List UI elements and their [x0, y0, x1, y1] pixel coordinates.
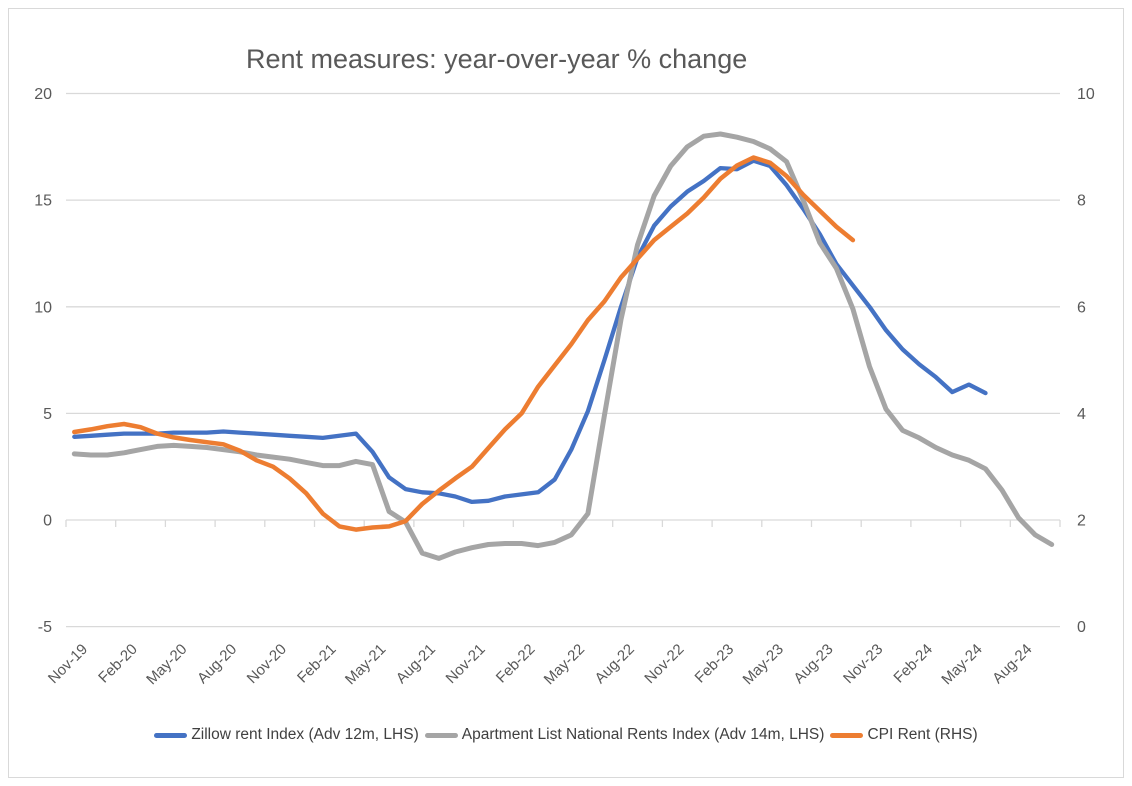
left-axis-label: 20: [34, 86, 52, 103]
apartment-list-line-swatch: [424, 732, 458, 738]
x-axis-label: Aug-24: [989, 641, 1035, 687]
right-axis-label: 6: [1077, 299, 1086, 316]
legend-item-apartment-list: Apartment List National Rents Index (Adv…: [424, 726, 825, 744]
cpi-rent-line-swatch: [830, 732, 864, 738]
legend-item-zillow: Zillow rent Index (Adv 12m, LHS): [154, 726, 419, 744]
x-axis-label: Feb-23: [692, 641, 738, 687]
right-axis-label: 4: [1077, 406, 1086, 423]
x-axis-label: May-23: [740, 641, 787, 688]
x-axis-label: Feb-22: [493, 641, 539, 687]
legend-label-apartment-list: Apartment List National Rents Index (Adv…: [461, 726, 825, 743]
chart-border: [8, 8, 1124, 778]
right-axis-label: 0: [1077, 619, 1086, 636]
x-axis-label: Nov-23: [840, 641, 886, 687]
x-axis-label: Aug-20: [194, 641, 240, 687]
legend: Zillow rent Index (Adv 12m, LHS) Apartme…: [0, 726, 1132, 744]
x-axis-label: May-20: [143, 641, 190, 688]
legend-item-cpi-rent: CPI Rent (RHS): [830, 726, 978, 744]
left-axis-label: 15: [34, 193, 52, 210]
x-axis-label: Nov-19: [45, 641, 91, 687]
x-axis-label: May-24: [938, 641, 985, 688]
left-axis-label: 5: [43, 406, 52, 423]
zillow-line-swatch: [154, 732, 188, 738]
x-axis-label: May-21: [342, 641, 389, 688]
series-line-1: [72, 158, 988, 505]
x-axis-label: Feb-24: [890, 641, 936, 687]
legend-label-zillow: Zillow rent Index (Adv 12m, LHS): [191, 726, 419, 743]
series-line-2: [71, 131, 1055, 561]
x-axis-label: Feb-20: [95, 641, 141, 687]
right-axis-label: 8: [1077, 193, 1086, 210]
right-axis-label: 10: [1077, 86, 1095, 103]
left-axis-label: 0: [43, 513, 52, 530]
series-line-3: [72, 155, 856, 532]
x-axis-label: Feb-21: [294, 641, 340, 687]
x-axis-label: Aug-23: [790, 641, 836, 687]
right-axis-label: 2: [1077, 513, 1086, 530]
chart-title: Rent measures: year-over-year % change: [246, 44, 748, 74]
x-axis-label: Nov-20: [244, 641, 290, 687]
x-axis-label: May-22: [541, 641, 588, 688]
left-axis-label: -5: [38, 619, 52, 636]
x-axis-label: Nov-22: [641, 641, 687, 687]
x-axis-label: Nov-21: [443, 641, 489, 687]
x-axis-label: Aug-22: [592, 641, 638, 687]
legend-label-cpi-rent: CPI Rent (RHS): [867, 726, 978, 743]
x-axis-label: Aug-21: [393, 641, 439, 687]
left-axis-label: 10: [34, 299, 52, 316]
